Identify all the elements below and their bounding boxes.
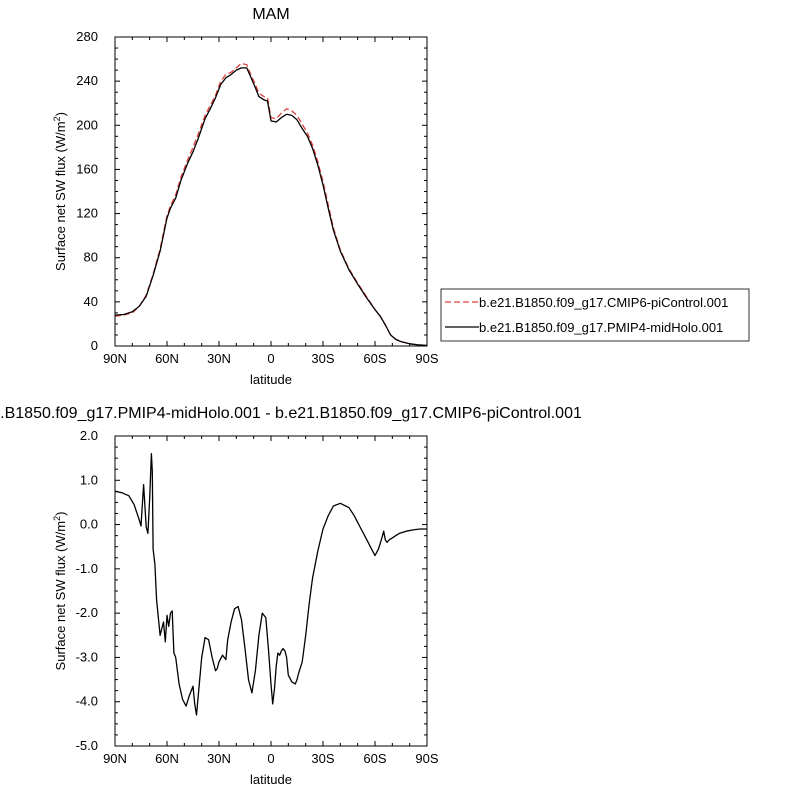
chart-title: MAM — [252, 6, 289, 23]
x-tick-label: 60S — [363, 751, 386, 766]
y-tick-label: 280 — [76, 29, 98, 44]
x-axis-title: latitude — [250, 372, 292, 387]
series-line-1 — [115, 62, 427, 346]
legend-label-1: b.e21.B1850.f09_g17.CMIP6-piControl.001 — [479, 295, 728, 310]
chart-panel-1: MAM 90N 60N 30N 0 30S 60S 90S 0 40 80 120 160 200 240 2… — [52, 6, 750, 387]
legend-box — [440, 288, 750, 342]
y-tick-label: 200 — [76, 117, 98, 132]
x-tick-label: 0 — [267, 351, 274, 366]
x-tick-label: 0 — [267, 751, 274, 766]
y-tick-label: 40 — [84, 294, 98, 309]
plot-frame — [114, 435, 428, 747]
x-tick-label: 60S — [363, 351, 386, 366]
y-tick-label: 120 — [76, 206, 98, 221]
x-tick-label: 30S — [311, 751, 334, 766]
y-tick-label: 1.0 — [80, 472, 98, 487]
y-tick-label: -4.0 — [76, 694, 98, 709]
y-tick-label: 80 — [84, 250, 98, 265]
chart-title: b.e21.B1850.f09_g17.PMIP4-midHolo.001 - … — [0, 405, 582, 422]
x-tick-label: 90S — [415, 751, 438, 766]
series-group — [115, 62, 427, 346]
plot-frame — [114, 36, 428, 347]
y-tick-label: 160 — [76, 161, 98, 176]
x-tick-label: 30N — [207, 751, 231, 766]
legend-label-2: b.e21.B1850.f09_g17.PMIP4-midHolo.001 — [479, 320, 723, 335]
x-tick-label: 90N — [103, 751, 127, 766]
x-tick-label: 60N — [155, 351, 179, 366]
series-line-1 — [115, 453, 427, 716]
y-tick-label: -5.0 — [76, 738, 98, 753]
y-axis-title: Surface net SW flux (W/m2) — [52, 512, 68, 671]
x-axis-title: latitude — [250, 772, 292, 787]
chart-panel-2: b.e21.B1850.f09_g17.PMIP4-midHolo.001 - … — [0, 405, 582, 787]
x-tick-label: 60N — [155, 751, 179, 766]
y-tick-label: -3.0 — [76, 649, 98, 664]
series-group — [115, 453, 427, 716]
legend: b.e21.B1850.f09_g17.CMIP6-piControl.001b… — [440, 288, 750, 342]
y-tick-label: 0 — [91, 338, 98, 353]
y-tick-label: 240 — [76, 73, 98, 88]
x-tick-label: 30S — [311, 351, 334, 366]
x-tick-label: 90S — [415, 351, 438, 366]
x-tick-label: 90N — [103, 351, 127, 366]
series-line-2 — [115, 67, 427, 346]
x-tick-label: 30N — [207, 351, 231, 366]
y-tick-label: 0.0 — [80, 517, 98, 532]
y-tick-label: -2.0 — [76, 605, 98, 620]
y-tick-label: 2.0 — [80, 428, 98, 443]
y-axis-title: Surface net SW flux (W/m2) — [52, 112, 68, 271]
y-tick-label: -1.0 — [76, 561, 98, 576]
